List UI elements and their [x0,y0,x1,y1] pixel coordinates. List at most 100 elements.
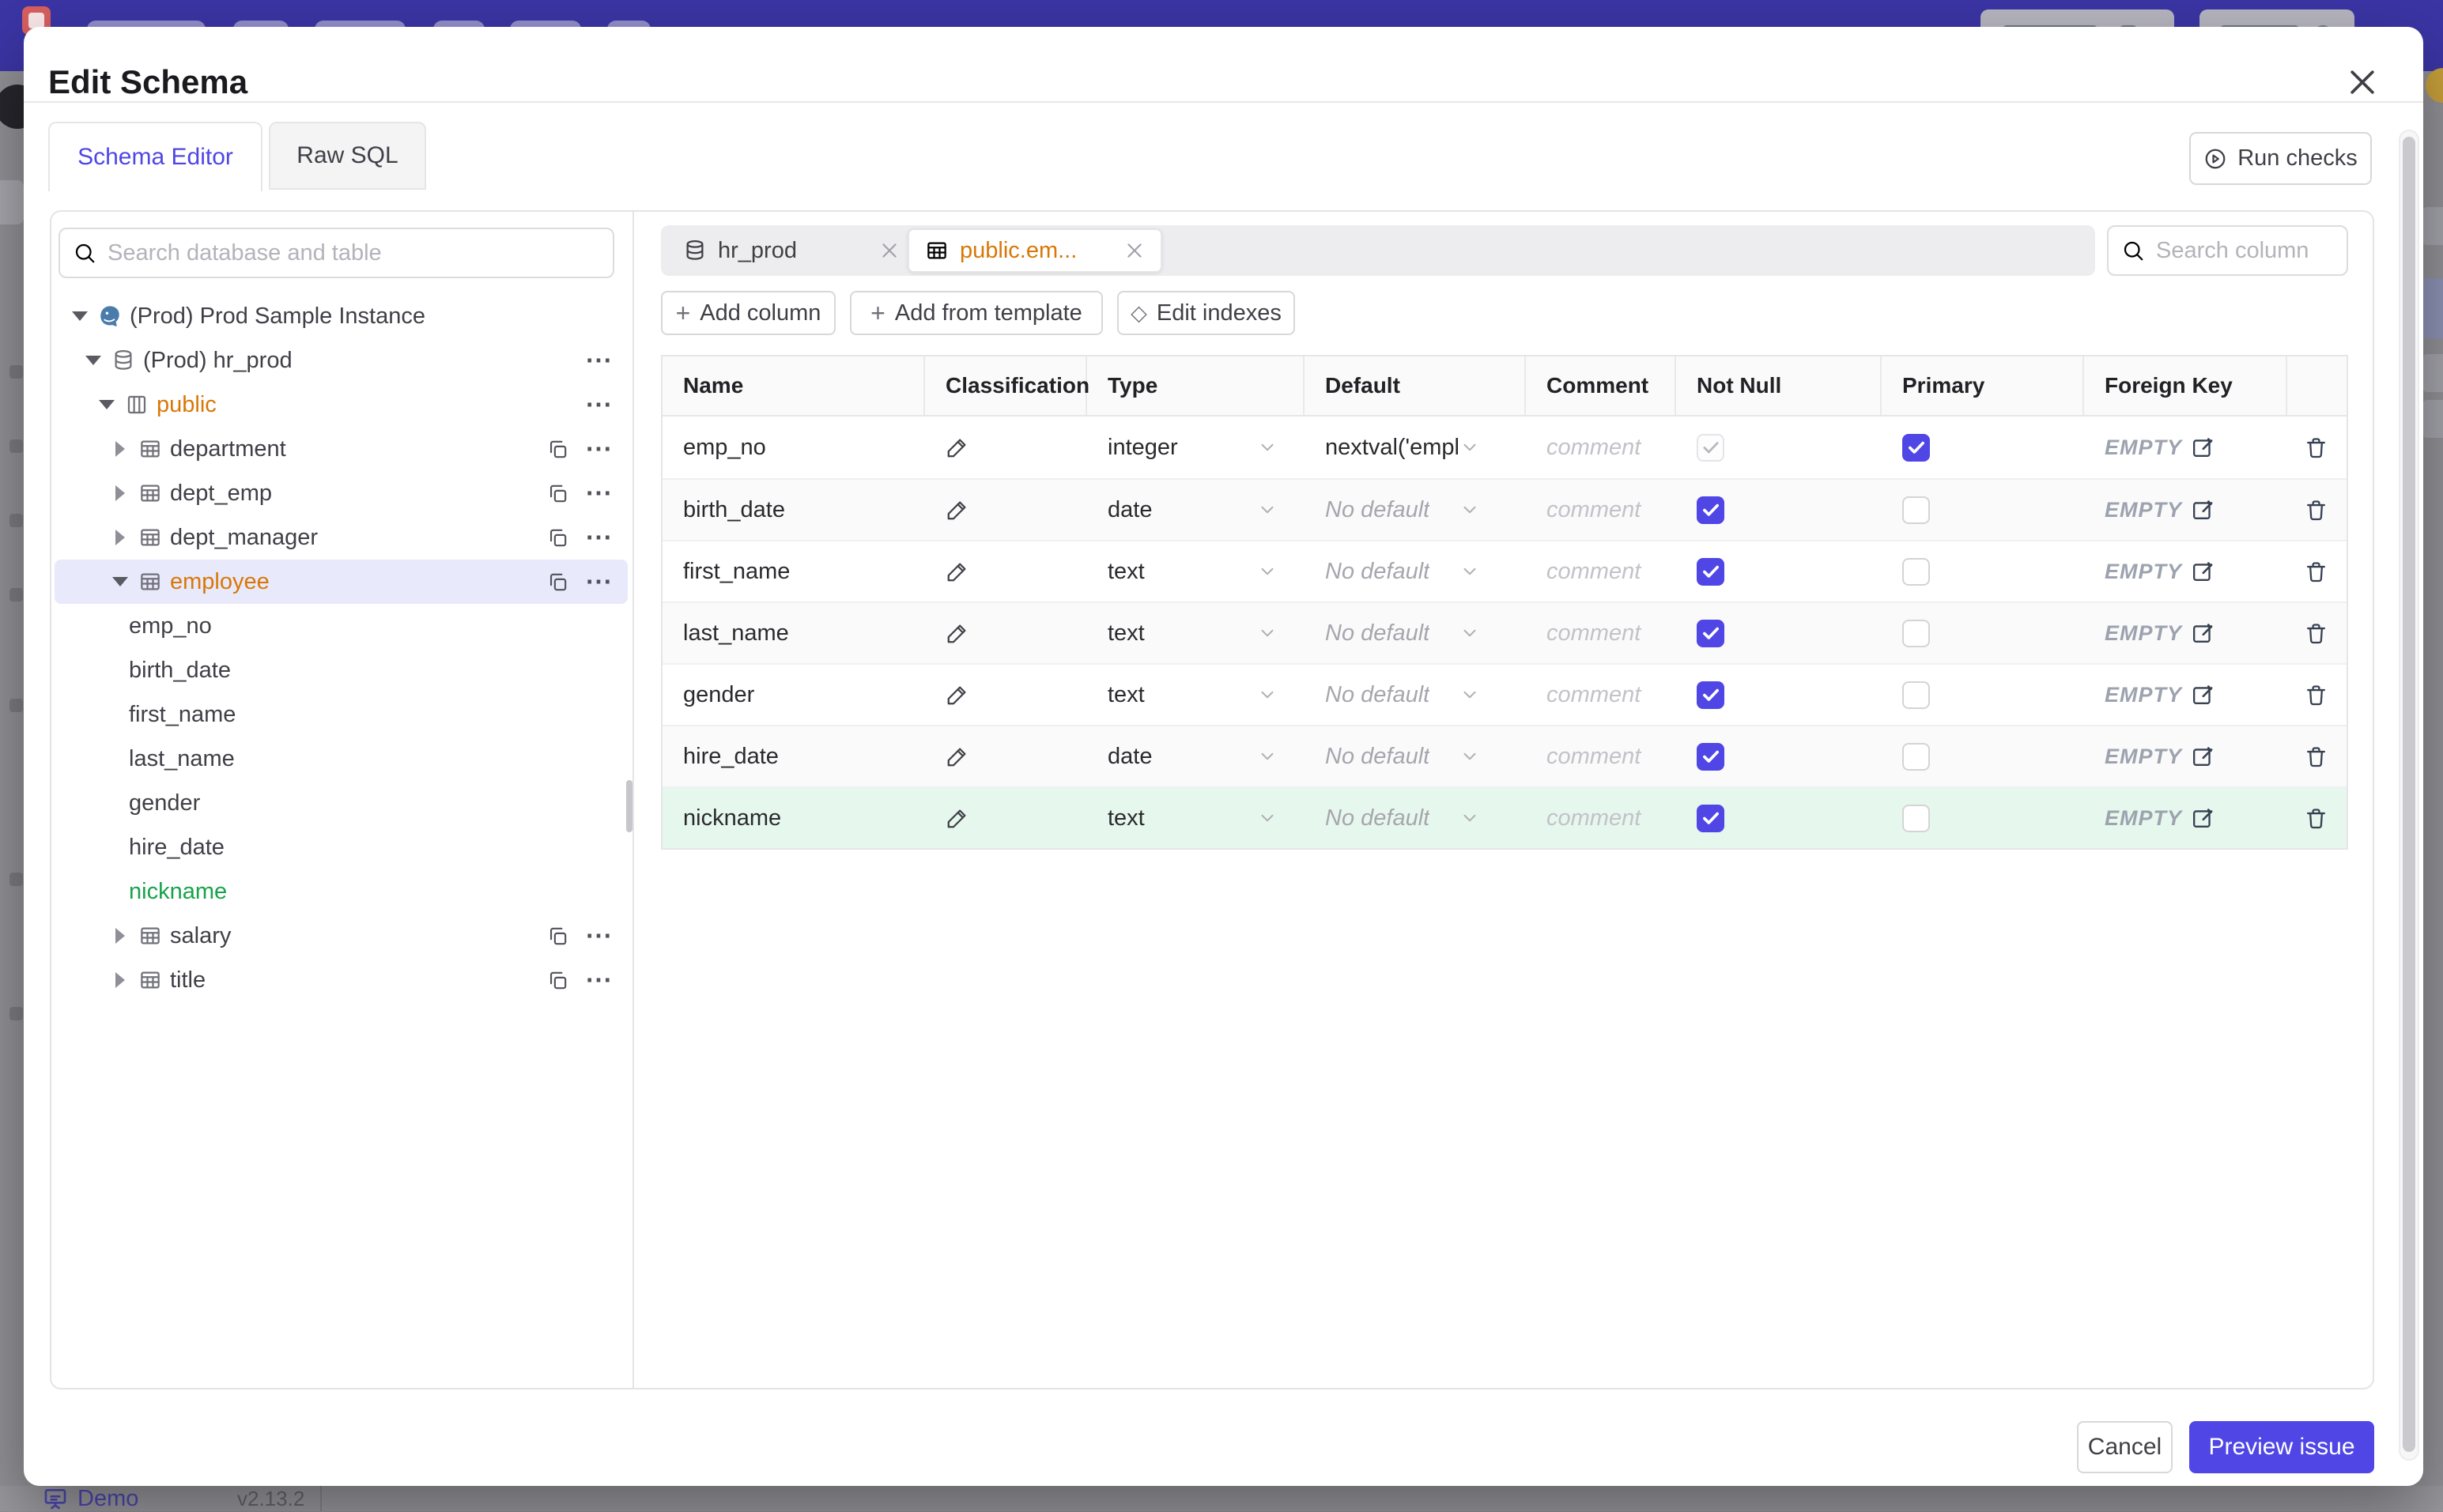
copy-icon[interactable] [546,438,569,461]
tree-item[interactable]: employee ⋯ [55,560,628,604]
edit-indexes-button[interactable]: ◇ Edit indexes [1117,291,1295,335]
add-from-template-button[interactable]: + Add from template [850,291,1103,335]
tree-item[interactable]: dept_manager ⋯ [55,515,628,560]
tree-item[interactable]: last_name [55,737,628,781]
primary-checkbox[interactable] [1902,558,1930,586]
column-name-cell[interactable]: birth_date [663,480,925,540]
trash-icon[interactable] [2304,436,2328,460]
edit-foreign-key-icon[interactable] [2190,560,2215,584]
preview-issue-button[interactable]: Preview issue [2189,1421,2374,1473]
tree-item[interactable]: (Prod) Prod Sample Instance [55,294,628,338]
tree-item[interactable]: public ⋯ [55,383,628,427]
type-select[interactable]: integer [1087,417,1305,478]
tree-item[interactable]: nickname [55,869,628,914]
default-select[interactable]: No default [1305,480,1526,540]
not-null-checkbox[interactable] [1697,620,1724,647]
editor-tab-table[interactable]: public.em... [908,228,1162,273]
primary-checkbox[interactable] [1902,620,1930,647]
modal-scrollbar-track[interactable] [2399,130,2419,1461]
caret-down-icon[interactable] [83,356,104,365]
trash-icon[interactable] [2304,806,2328,831]
tree-item[interactable]: birth_date [55,648,628,692]
pencil-icon[interactable] [946,683,969,707]
type-select[interactable]: text [1087,603,1305,663]
primary-checkbox[interactable] [1902,496,1930,524]
more-icon[interactable]: ⋯ [585,441,614,457]
type-select[interactable]: text [1087,541,1305,601]
tree-item[interactable]: emp_no [55,604,628,648]
comment-input[interactable]: comment [1526,417,1676,478]
close-tab-icon[interactable] [879,240,900,261]
run-checks-button[interactable]: Run checks [2189,132,2372,185]
comment-input[interactable]: comment [1526,480,1676,540]
edit-foreign-key-icon[interactable] [2190,621,2215,646]
editor-tab-database[interactable]: hr_prod [683,238,900,264]
tree-item[interactable]: dept_emp ⋯ [55,471,628,515]
pencil-icon[interactable] [946,498,969,522]
trash-icon[interactable] [2304,621,2328,646]
caret-down-icon[interactable] [96,400,117,409]
primary-checkbox[interactable] [1902,805,1930,832]
copy-icon[interactable] [546,969,569,992]
caret-right-icon[interactable] [110,972,130,988]
type-select[interactable]: text [1087,665,1305,725]
more-icon[interactable]: ⋯ [585,972,614,988]
comment-input[interactable]: comment [1526,665,1676,725]
tab-raw-sql[interactable]: Raw SQL [269,122,426,190]
column-name-cell[interactable]: emp_no [663,417,925,478]
default-select[interactable]: No default [1305,541,1526,601]
edit-foreign-key-icon[interactable] [2190,683,2215,707]
more-icon[interactable]: ⋯ [585,485,614,501]
tree-search-input[interactable] [108,240,600,266]
modal-scrollbar-thumb[interactable] [2403,137,2415,1452]
primary-checkbox[interactable] [1902,681,1930,709]
not-null-checkbox[interactable] [1697,805,1724,832]
caret-right-icon[interactable] [110,485,130,501]
tree-item[interactable]: gender [55,781,628,825]
column-name-cell[interactable]: first_name [663,541,925,601]
column-name-cell[interactable]: hire_date [663,726,925,786]
primary-checkbox[interactable] [1902,434,1930,462]
tree-search[interactable] [59,228,614,278]
default-select[interactable]: nextval('employ [1305,417,1526,478]
column-search-input[interactable] [2156,238,2334,264]
comment-input[interactable]: comment [1526,541,1676,601]
tree-scrollbar-thumb[interactable] [626,780,632,832]
edit-foreign-key-icon[interactable] [2190,806,2215,831]
tree-item[interactable]: first_name [55,692,628,737]
default-select[interactable]: No default [1305,726,1526,786]
copy-icon[interactable] [546,526,569,549]
type-select[interactable]: date [1087,480,1305,540]
pencil-icon[interactable] [946,806,969,830]
caret-right-icon[interactable] [110,928,130,944]
more-icon[interactable]: ⋯ [585,353,614,368]
not-null-checkbox[interactable] [1697,743,1724,771]
copy-icon[interactable] [546,925,569,948]
column-name-cell[interactable]: gender [663,665,925,725]
column-search[interactable] [2107,225,2348,276]
comment-input[interactable]: comment [1526,603,1676,663]
more-icon[interactable]: ⋯ [585,574,614,590]
default-select[interactable]: No default [1305,788,1526,848]
more-icon[interactable]: ⋯ [585,530,614,545]
tree-item[interactable]: title ⋯ [55,958,628,1002]
cancel-button[interactable]: Cancel [2077,1421,2173,1473]
default-select[interactable]: No default [1305,603,1526,663]
close-icon[interactable] [2340,60,2384,104]
tree-item[interactable]: department ⋯ [55,427,628,471]
pencil-icon[interactable] [946,436,969,459]
copy-icon[interactable] [546,482,569,505]
pencil-icon[interactable] [946,621,969,645]
pencil-icon[interactable] [946,560,969,583]
not-null-checkbox[interactable] [1697,434,1724,462]
column-name-cell[interactable]: nickname [663,788,925,848]
tab-schema-editor[interactable]: Schema Editor [48,122,262,191]
caret-down-icon[interactable] [70,311,90,321]
edit-foreign-key-icon[interactable] [2190,745,2215,769]
comment-input[interactable]: comment [1526,788,1676,848]
caret-right-icon[interactable] [110,441,130,457]
pencil-icon[interactable] [946,745,969,768]
comment-input[interactable]: comment [1526,726,1676,786]
not-null-checkbox[interactable] [1697,496,1724,524]
default-select[interactable]: No default [1305,665,1526,725]
